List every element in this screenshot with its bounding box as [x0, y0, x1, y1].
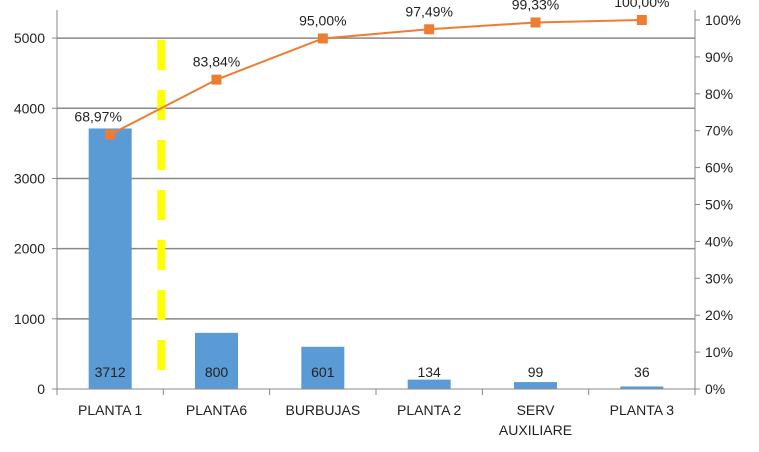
secondary-tick-label: 40%	[705, 233, 733, 249]
primary-tick-label: 1000	[14, 311, 45, 327]
cumulative-line	[109, 19, 642, 136]
secondary-tick-label: 60%	[705, 160, 733, 176]
line-value-label: 99,33%	[512, 0, 559, 12]
category-label: BURBUJAS	[285, 402, 360, 418]
line-value-label: 97,49%	[405, 3, 452, 19]
category-labels: PLANTA 1 PLANTA6 BURBUJAS PLANTA 2 SERV AUXIL…	[78, 402, 674, 438]
primary-tick-label: 3000	[14, 170, 45, 186]
bar-4	[514, 382, 557, 389]
bar-value-label: 36	[634, 364, 650, 380]
line-point-1	[211, 74, 222, 85]
primary-tick-label: 4000	[14, 100, 45, 116]
line-point-0	[105, 129, 116, 140]
secondary-tick-label: 20%	[705, 307, 733, 323]
line-value-label: 68,97%	[74, 109, 121, 125]
primary-tick-label: 2000	[14, 241, 45, 257]
bar-3	[407, 379, 451, 389]
bar-1	[195, 332, 238, 389]
line-value-label: 95,00%	[299, 12, 346, 28]
category-label: PLANTA 2	[397, 402, 462, 418]
bar-value-label: 3712	[95, 364, 126, 380]
line-point-3	[424, 24, 435, 35]
cumulative-line-series	[105, 15, 647, 140]
secondary-tick-label: 0%	[705, 381, 725, 397]
line-value-label: 100,00%	[614, 0, 669, 10]
secondary-tick-label: 10%	[705, 344, 733, 360]
gridlines	[57, 37, 695, 320]
line-point-4	[530, 17, 541, 28]
bar-data-labels: 3712 800 601 134 99 36	[95, 364, 650, 380]
line-point-5	[636, 15, 647, 25]
category-label: PLANTA 1	[78, 402, 143, 418]
category-label: PLANTA6	[186, 402, 247, 418]
primary-axis-ticks: 0 1000 2000 3000 4000 5000	[14, 30, 45, 397]
secondary-tick-label: 80%	[705, 86, 733, 102]
secondary-tick-label: 70%	[705, 123, 733, 139]
secondary-axis-ticks: 0% 10% 20% 30% 40% 50% 60% 70% 80% 90% 100%	[705, 12, 741, 397]
secondary-tick-label: 30%	[705, 270, 733, 286]
bar-value-label: 99	[528, 364, 544, 380]
line-point-2	[317, 33, 328, 44]
category-label: AUXILIARE	[499, 422, 572, 438]
category-label: SERV	[517, 402, 556, 418]
bar-5	[620, 386, 664, 389]
bar-value-label: 601	[311, 364, 335, 380]
bar-2	[301, 346, 345, 389]
line-value-label: 83,84%	[193, 54, 240, 70]
line-data-labels: 68,97% 83,84% 95,00% 97,49% 99,33% 100,00%	[74, 0, 669, 125]
bar-0	[88, 128, 132, 389]
category-label: PLANTA 3	[610, 402, 675, 418]
bar-value-label: 134	[417, 364, 441, 380]
axes	[52, 10, 700, 395]
secondary-tick-label: 50%	[705, 197, 733, 213]
primary-tick-label: 0	[37, 381, 45, 397]
primary-tick-label: 5000	[14, 30, 45, 46]
secondary-tick-label: 100%	[705, 12, 741, 28]
secondary-tick-label: 90%	[705, 49, 733, 65]
bar-series	[88, 128, 664, 389]
bar-value-label: 800	[205, 364, 229, 380]
